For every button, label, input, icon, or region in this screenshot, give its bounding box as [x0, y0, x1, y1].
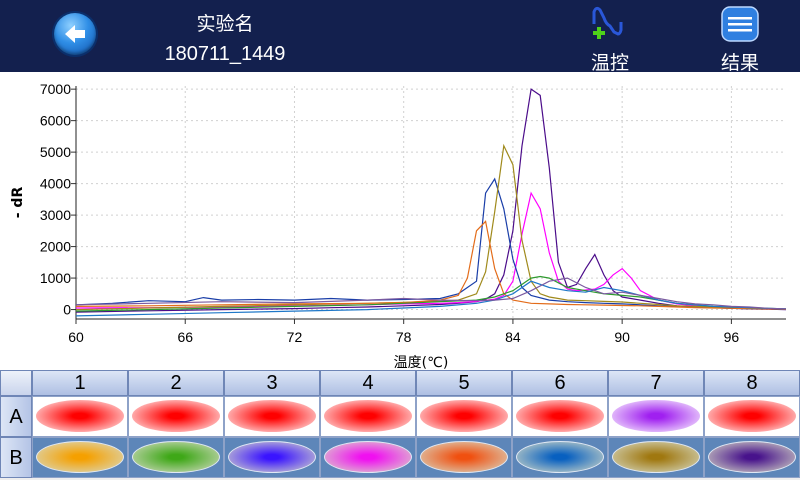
well-A7[interactable] [608, 396, 704, 437]
well-fluorescence-indicator [36, 441, 124, 473]
experiment-id: 180711_1449 [164, 43, 286, 65]
well-B4[interactable] [320, 437, 416, 478]
x-axis-label: 温度(℃) [394, 355, 449, 370]
curve-series-2 [75, 191, 787, 310]
column-header-3[interactable]: 3 [224, 370, 320, 396]
column-header-4[interactable]: 4 [320, 370, 416, 396]
curve-series-1 [75, 88, 787, 313]
column-header-1[interactable]: 1 [32, 370, 128, 396]
y-tick-label: 7000 [40, 81, 71, 97]
well-fluorescence-indicator [324, 441, 412, 473]
well-fluorescence-indicator [612, 441, 700, 473]
well-fluorescence-indicator [516, 400, 604, 432]
well-fluorescence-indicator [132, 441, 220, 473]
melt-curve-chart: 60 66 72 78 84 90 96 0 1000 2000 3000 4000 5000 6000 7… [10, 81, 787, 371]
well-fluorescence-indicator [708, 400, 796, 432]
well-fluorescence-indicator [420, 441, 508, 473]
y-axis-label: - dR [10, 187, 26, 219]
column-header-8[interactable]: 8 [704, 370, 800, 396]
y-tick-label: 6000 [40, 113, 71, 129]
well-B2[interactable] [128, 437, 224, 478]
well-A8[interactable] [704, 396, 800, 437]
well-fluorescence-indicator [132, 400, 220, 432]
row-header-A[interactable]: A [0, 396, 32, 437]
curve-series-7 [75, 280, 787, 317]
x-tick-label: 78 [396, 329, 412, 345]
well-A6[interactable] [512, 396, 608, 437]
curve-series-4 [75, 143, 787, 311]
well-B3[interactable] [224, 437, 320, 478]
x-tick-label: 72 [287, 329, 303, 345]
column-header-7[interactable]: 7 [608, 370, 704, 396]
x-tick-label: 96 [724, 329, 740, 345]
experiment-title-label: 实验名 [196, 13, 254, 35]
well-A3[interactable] [224, 396, 320, 437]
well-B6[interactable] [512, 437, 608, 478]
well-fluorescence-indicator [36, 400, 124, 432]
result-button[interactable]: 结果 [708, 4, 772, 74]
curve-series-5 [75, 220, 787, 310]
well-fluorescence-indicator [516, 441, 604, 473]
column-header-5[interactable]: 5 [416, 370, 512, 396]
well-fluorescence-indicator [612, 400, 700, 432]
x-tick-label: 84 [505, 329, 521, 345]
back-button[interactable] [54, 13, 96, 55]
y-tick-label: 4000 [40, 176, 71, 192]
well-fluorescence-indicator [420, 400, 508, 432]
result-list-icon [721, 6, 759, 42]
y-tick-label: 0 [63, 302, 71, 318]
curve-series-8 [75, 277, 787, 310]
well-A4[interactable] [320, 396, 416, 437]
well-A1[interactable] [32, 396, 128, 437]
column-header-2[interactable]: 2 [128, 370, 224, 396]
well-A2[interactable] [128, 396, 224, 437]
x-tick-label: 66 [177, 329, 193, 345]
well-fluorescence-indicator [324, 400, 412, 432]
back-arrow-icon [65, 25, 85, 43]
y-tick-label: 5000 [40, 144, 71, 160]
result-label: 结果 [720, 52, 759, 74]
top-bar: 实验名 180711_1449 温控 结果 [0, 0, 800, 74]
well-B1[interactable] [32, 437, 128, 478]
well-B5[interactable] [416, 437, 512, 478]
temperature-control-label: 温控 [590, 52, 629, 74]
well-fluorescence-indicator [228, 400, 316, 432]
melt-curve-chart-area: 60 66 72 78 84 90 96 0 1000 2000 3000 4000 5000 6000 7… [0, 72, 800, 371]
temperature-curve-icon [592, 6, 623, 39]
temperature-control-button[interactable]: 温控 [578, 4, 642, 74]
grid-corner [0, 370, 32, 396]
row-header-B[interactable]: B [0, 437, 32, 478]
well-B7[interactable] [608, 437, 704, 478]
well-fluorescence-indicator [228, 441, 316, 473]
well-A5[interactable] [416, 396, 512, 437]
well-fluorescence-indicator [708, 441, 796, 473]
curve-series-3 [75, 177, 787, 310]
x-tick-label: 60 [68, 329, 84, 345]
well-B8[interactable] [704, 437, 800, 478]
y-tick-label: 3000 [40, 207, 71, 223]
y-tick-label: 1000 [40, 270, 71, 286]
x-tick-label: 90 [614, 329, 630, 345]
column-header-6[interactable]: 6 [512, 370, 608, 396]
y-tick-label: 2000 [40, 239, 71, 255]
